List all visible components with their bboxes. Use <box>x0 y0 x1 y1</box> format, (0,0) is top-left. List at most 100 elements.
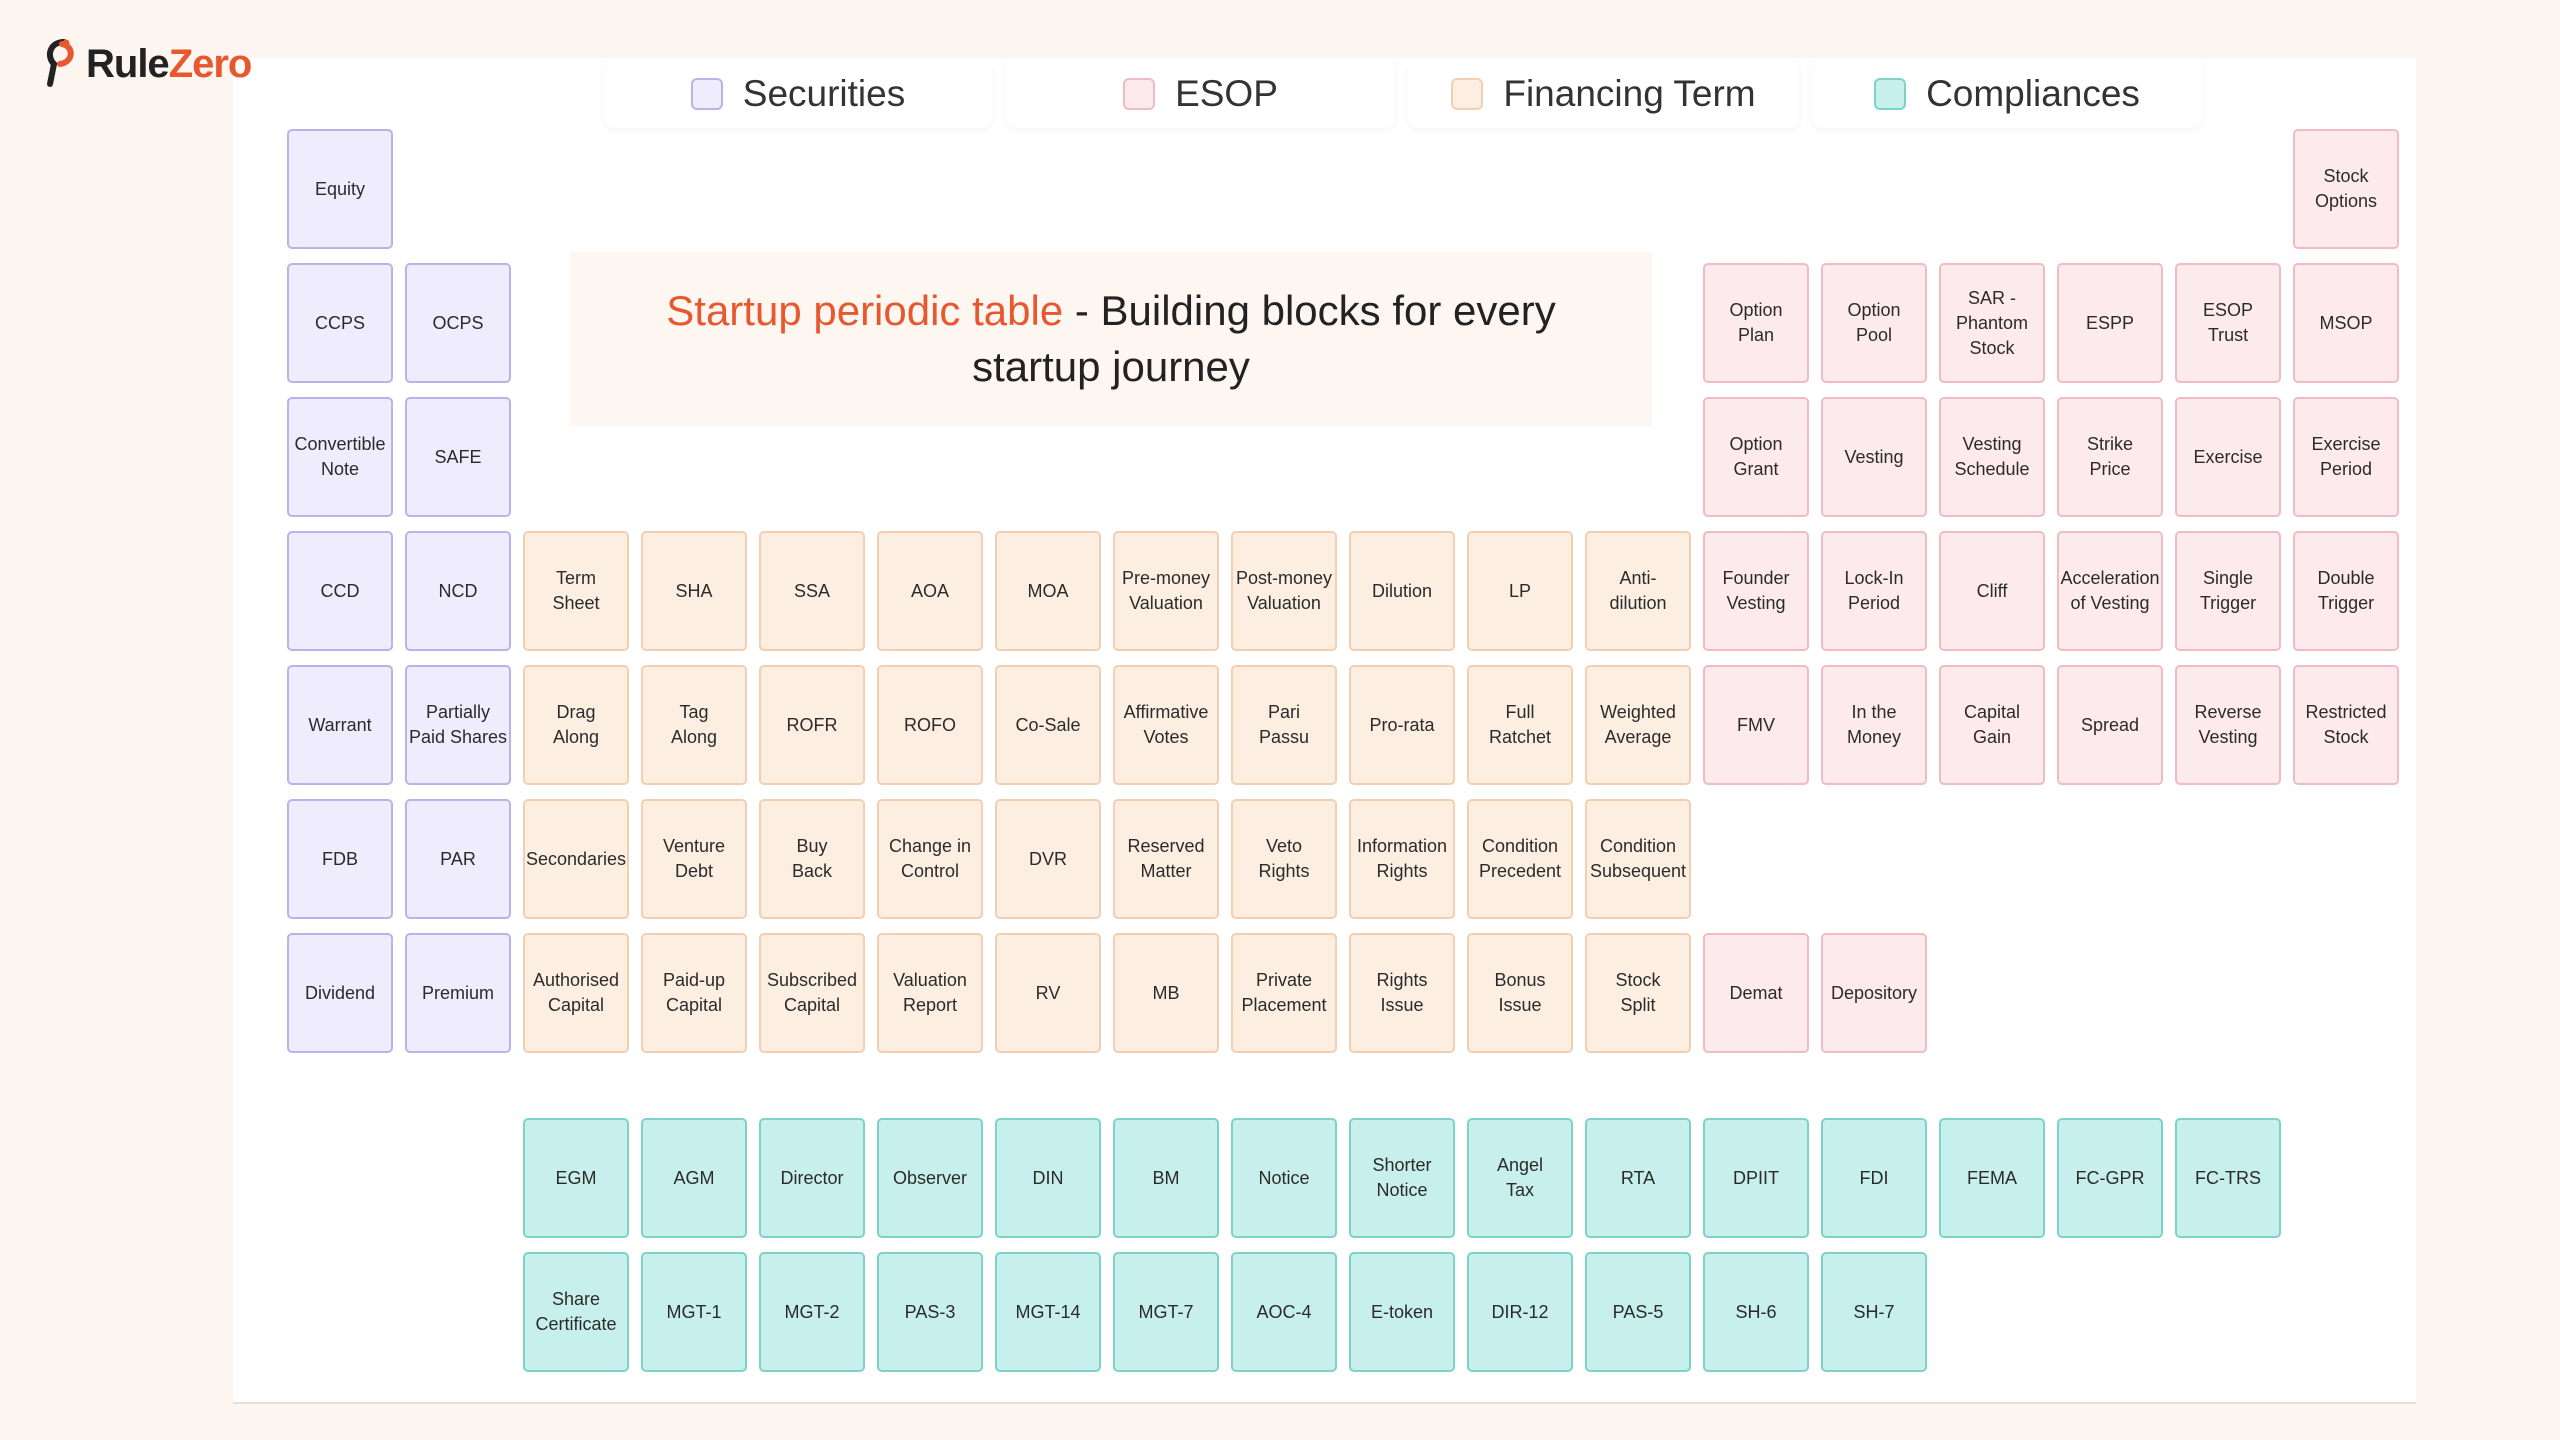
element-warrant: Warrant <box>287 665 393 785</box>
element-private-placement: Private Placement <box>1231 933 1337 1053</box>
element-espp: ESPP <box>2057 263 2163 383</box>
element-pas-5: PAS-5 <box>1585 1252 1691 1372</box>
legend-label-financing: Financing Term <box>1503 73 1756 114</box>
element-in-the-money: In the Money <box>1821 665 1927 785</box>
element-stock-options: Stock Options <box>2293 129 2399 249</box>
element-observer: Observer <box>877 1118 983 1238</box>
element-angel-tax: Angel Tax <box>1467 1118 1573 1238</box>
element-rofo: ROFO <box>877 665 983 785</box>
element-condition-subsequent: Condition Subsequent <box>1585 799 1691 919</box>
rulezero-logo: RuleZero <box>40 32 253 96</box>
element-mgt-1: MGT-1 <box>641 1252 747 1372</box>
panel-divider <box>233 1402 2416 1404</box>
element-authorised-capital: Authorised Capital <box>523 933 629 1053</box>
title-accent: Startup periodic table <box>666 287 1064 334</box>
element-equity: Equity <box>287 129 393 249</box>
title-rest: - Building blocks for every startup jour… <box>972 287 1556 390</box>
element-single-trigger: Single Trigger <box>2175 531 2281 651</box>
element-par: PAR <box>405 799 511 919</box>
legend-item-securities: Securities <box>604 60 992 128</box>
element-rights-issue: Rights Issue <box>1349 933 1455 1053</box>
element-co-sale: Co-Sale <box>995 665 1101 785</box>
element-change-in-control: Change in Control <box>877 799 983 919</box>
legend-label-compliances: Compliances <box>1926 73 2140 114</box>
element-agm: AGM <box>641 1118 747 1238</box>
element-option-plan: Option Plan <box>1703 263 1809 383</box>
element-founder-vesting: Founder Vesting <box>1703 531 1809 651</box>
element-notice: Notice <box>1231 1118 1337 1238</box>
page-title: Startup periodic table - Building blocks… <box>621 283 1601 395</box>
element-lock-in-period: Lock-In Period <box>1821 531 1927 651</box>
element-exercise-period: Exercise Period <box>2293 397 2399 517</box>
element-dpiit: DPIIT <box>1703 1118 1809 1238</box>
rulezero-logo-icon <box>46 39 74 87</box>
brand-name-part2: Zero <box>168 41 253 86</box>
element-buy-back: Buy Back <box>759 799 865 919</box>
brand-name-part1: Rule <box>86 41 170 86</box>
element-fema: FEMA <box>1939 1118 2045 1238</box>
element-ssa: SSA <box>759 531 865 651</box>
element-egm: EGM <box>523 1118 629 1238</box>
element-strike-price: Strike Price <box>2057 397 2163 517</box>
element-dilution: Dilution <box>1349 531 1455 651</box>
element-double-trigger: Double Trigger <box>2293 531 2399 651</box>
element-cliff: Cliff <box>1939 531 2045 651</box>
element-demat: Demat <box>1703 933 1809 1053</box>
element-condition-precedent: Condition Precedent <box>1467 799 1573 919</box>
element-rv: RV <box>995 933 1101 1053</box>
element-spread: Spread <box>2057 665 2163 785</box>
element-bm: BM <box>1113 1118 1219 1238</box>
element-mgt-2: MGT-2 <box>759 1252 865 1372</box>
element-information-rights: Information Rights <box>1349 799 1455 919</box>
element-venture-debt: Venture Debt <box>641 799 747 919</box>
element-anti-dilution: Anti- dilution <box>1585 531 1691 651</box>
legend-item-financing: Financing Term <box>1408 60 1799 128</box>
element-bonus-issue: Bonus Issue <box>1467 933 1573 1053</box>
element-aoa: AOA <box>877 531 983 651</box>
element-partially-paid-shares: Partially Paid Shares <box>405 665 511 785</box>
brand-name: RuleZero <box>86 41 253 87</box>
legend-item-compliances: Compliances <box>1812 60 2202 128</box>
element-capital-gain: Capital Gain <box>1939 665 2045 785</box>
element-dir-12: DIR-12 <box>1467 1252 1573 1372</box>
element-shorter-notice: Shorter Notice <box>1349 1118 1455 1238</box>
element-rta: RTA <box>1585 1118 1691 1238</box>
element-option-pool: Option Pool <box>1821 263 1927 383</box>
element-ncd: NCD <box>405 531 511 651</box>
element-valuation-report: Valuation Report <box>877 933 983 1053</box>
legend-label-esop: ESOP <box>1175 73 1278 114</box>
element-fmv: FMV <box>1703 665 1809 785</box>
element-reverse-vesting: Reverse Vesting <box>2175 665 2281 785</box>
legend-swatch-compliances <box>1874 78 1907 110</box>
element-option-grant: Option Grant <box>1703 397 1809 517</box>
element-weighted-average: Weighted Average <box>1585 665 1691 785</box>
element-veto-rights: Veto Rights <box>1231 799 1337 919</box>
element-e-token: E-token <box>1349 1252 1455 1372</box>
element-pre-money-valuation: Pre-money Valuation <box>1113 531 1219 651</box>
legend-label-securities: Securities <box>742 73 906 114</box>
element-fc-gpr: FC-GPR <box>2057 1118 2163 1238</box>
element-vesting-schedule: Vesting Schedule <box>1939 397 2045 517</box>
element-sh-7: SH-7 <box>1821 1252 1927 1372</box>
element-director: Director <box>759 1118 865 1238</box>
element-fdi: FDI <box>1821 1118 1927 1238</box>
element-dividend: Dividend <box>287 933 393 1053</box>
element-mb: MB <box>1113 933 1219 1053</box>
element-lp: LP <box>1467 531 1573 651</box>
element-post-money-valuation: Post-money Valuation <box>1231 531 1337 651</box>
element-sha: SHA <box>641 531 747 651</box>
element-pro-rata: Pro-rata <box>1349 665 1455 785</box>
element-sar-phantom-stock: SAR - Phantom Stock <box>1939 263 2045 383</box>
element-fc-trs: FC-TRS <box>2175 1118 2281 1238</box>
element-affirmative-votes: Affirmative Votes <box>1113 665 1219 785</box>
element-subscribed-capital: Subscribed Capital <box>759 933 865 1053</box>
element-ocps: OCPS <box>405 263 511 383</box>
element-din: DIN <box>995 1118 1101 1238</box>
legend-swatch-securities <box>690 78 723 110</box>
element-full-ratchet: Full Ratchet <box>1467 665 1573 785</box>
element-rofr: ROFR <box>759 665 865 785</box>
element-drag-along: Drag Along <box>523 665 629 785</box>
element-reserved-matter: Reserved Matter <box>1113 799 1219 919</box>
element-ccps: CCPS <box>287 263 393 383</box>
element-dvr: DVR <box>995 799 1101 919</box>
